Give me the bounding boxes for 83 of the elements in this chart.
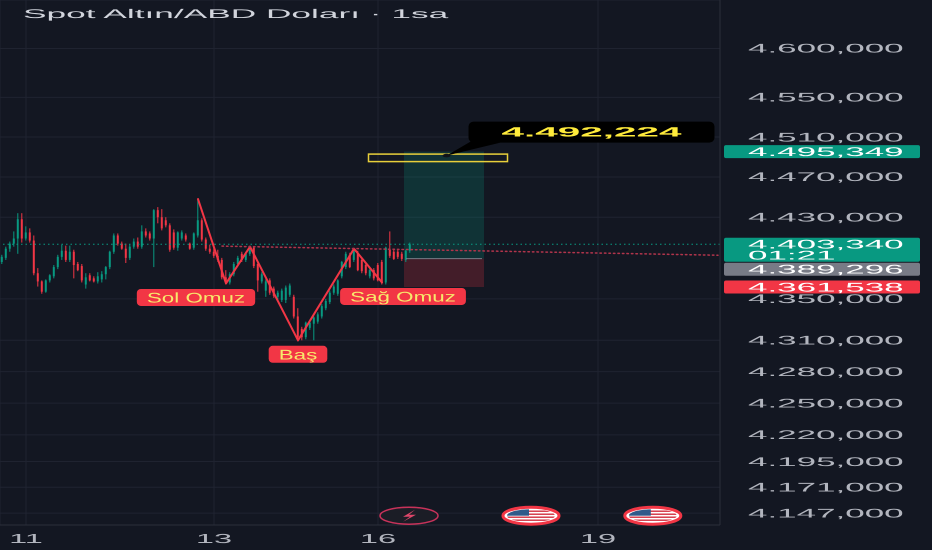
y-tick-label: 4.220,000 xyxy=(748,428,904,442)
y-tick-label: 4.310,000 xyxy=(748,333,904,348)
annotation: Sağ Omuz xyxy=(350,288,456,304)
y-tick-label: 4.171,000 xyxy=(748,480,904,494)
candlestick xyxy=(4,246,7,260)
y-tick-label: 4.350,000 xyxy=(748,292,904,306)
candlestick xyxy=(288,282,291,298)
candlestick xyxy=(328,290,331,305)
candlestick xyxy=(116,232,119,246)
x-tick-label: 13 xyxy=(196,532,232,546)
candlestick xyxy=(264,278,267,298)
candlestick xyxy=(148,230,151,242)
candlestick xyxy=(280,288,283,302)
candlestick xyxy=(172,228,175,250)
candlestick xyxy=(84,272,87,290)
x-tick-label: 16 xyxy=(360,532,396,546)
candlestick xyxy=(284,285,287,304)
candlestick xyxy=(208,244,211,254)
y-tick-label: 4.250,000 xyxy=(748,396,904,410)
candlestick xyxy=(212,243,215,258)
y-tick-label: 4.430,000 xyxy=(748,210,904,224)
candlestick xyxy=(368,268,371,279)
annotation: Sol Omuz xyxy=(146,290,246,306)
candlestick xyxy=(36,268,39,288)
candlestick xyxy=(204,237,207,252)
candlestick xyxy=(312,316,315,341)
y-tick-label: 4.550,000 xyxy=(748,90,904,105)
annotation: 4.492,224 xyxy=(501,124,682,140)
candlestick xyxy=(76,261,79,272)
candlestick xyxy=(0,254,3,265)
candlestick xyxy=(44,278,47,294)
candlestick xyxy=(52,264,55,279)
candlestick xyxy=(404,249,407,262)
candlestick xyxy=(292,294,295,320)
candlestick xyxy=(392,249,395,260)
candlestick xyxy=(360,257,363,274)
y-tick-label: 4.470,000 xyxy=(748,170,904,184)
candlestick xyxy=(396,249,399,260)
candlestick xyxy=(20,212,23,244)
candlestick xyxy=(108,250,111,270)
candlestick xyxy=(260,272,263,284)
candlestick xyxy=(68,245,71,262)
text: Spot Altın/ABD Doları · 1sa xyxy=(23,6,449,21)
candlestick xyxy=(144,228,147,238)
candlestick xyxy=(56,254,59,270)
x-tick-label: 11 xyxy=(9,532,43,546)
candlestick xyxy=(332,284,335,296)
text: 4.361,538 xyxy=(748,280,904,294)
candlestick xyxy=(356,250,359,272)
candlestick xyxy=(72,249,75,279)
candlestick xyxy=(156,206,159,224)
candlestick xyxy=(256,261,259,292)
y-tick-label: 4.280,000 xyxy=(748,364,904,379)
annotation: Baş xyxy=(278,346,318,362)
candlestick xyxy=(336,278,339,296)
candlestick xyxy=(64,245,67,262)
candlestick xyxy=(164,216,167,228)
candlestick xyxy=(100,270,103,283)
text: 4.495,349 xyxy=(748,144,904,159)
candlestick xyxy=(24,226,27,242)
candlestick xyxy=(80,264,83,283)
candlestick xyxy=(316,312,319,324)
candlestick xyxy=(320,304,323,320)
y-tick-label: 4.510,000 xyxy=(748,130,904,144)
candlestick xyxy=(96,272,99,284)
candlestick xyxy=(40,280,43,294)
candlestick xyxy=(160,208,163,231)
y-tick-label: 4.195,000 xyxy=(748,454,904,469)
candlestick xyxy=(104,266,107,280)
candlestick xyxy=(324,298,327,311)
candlestick xyxy=(124,243,127,264)
candlestick xyxy=(364,262,367,276)
candlestick xyxy=(180,230,183,242)
candlestick xyxy=(276,290,279,302)
y-tick-label: 4.600,000 xyxy=(748,41,904,56)
candlestick xyxy=(196,198,199,238)
y-tick-label: 4.147,000 xyxy=(748,506,904,520)
candlestick xyxy=(400,251,403,262)
text: 4.389,296 xyxy=(748,262,904,276)
candlestick xyxy=(388,230,391,258)
x-tick-label: 19 xyxy=(580,532,616,546)
candlestick xyxy=(200,218,203,242)
candlestick xyxy=(28,228,31,244)
